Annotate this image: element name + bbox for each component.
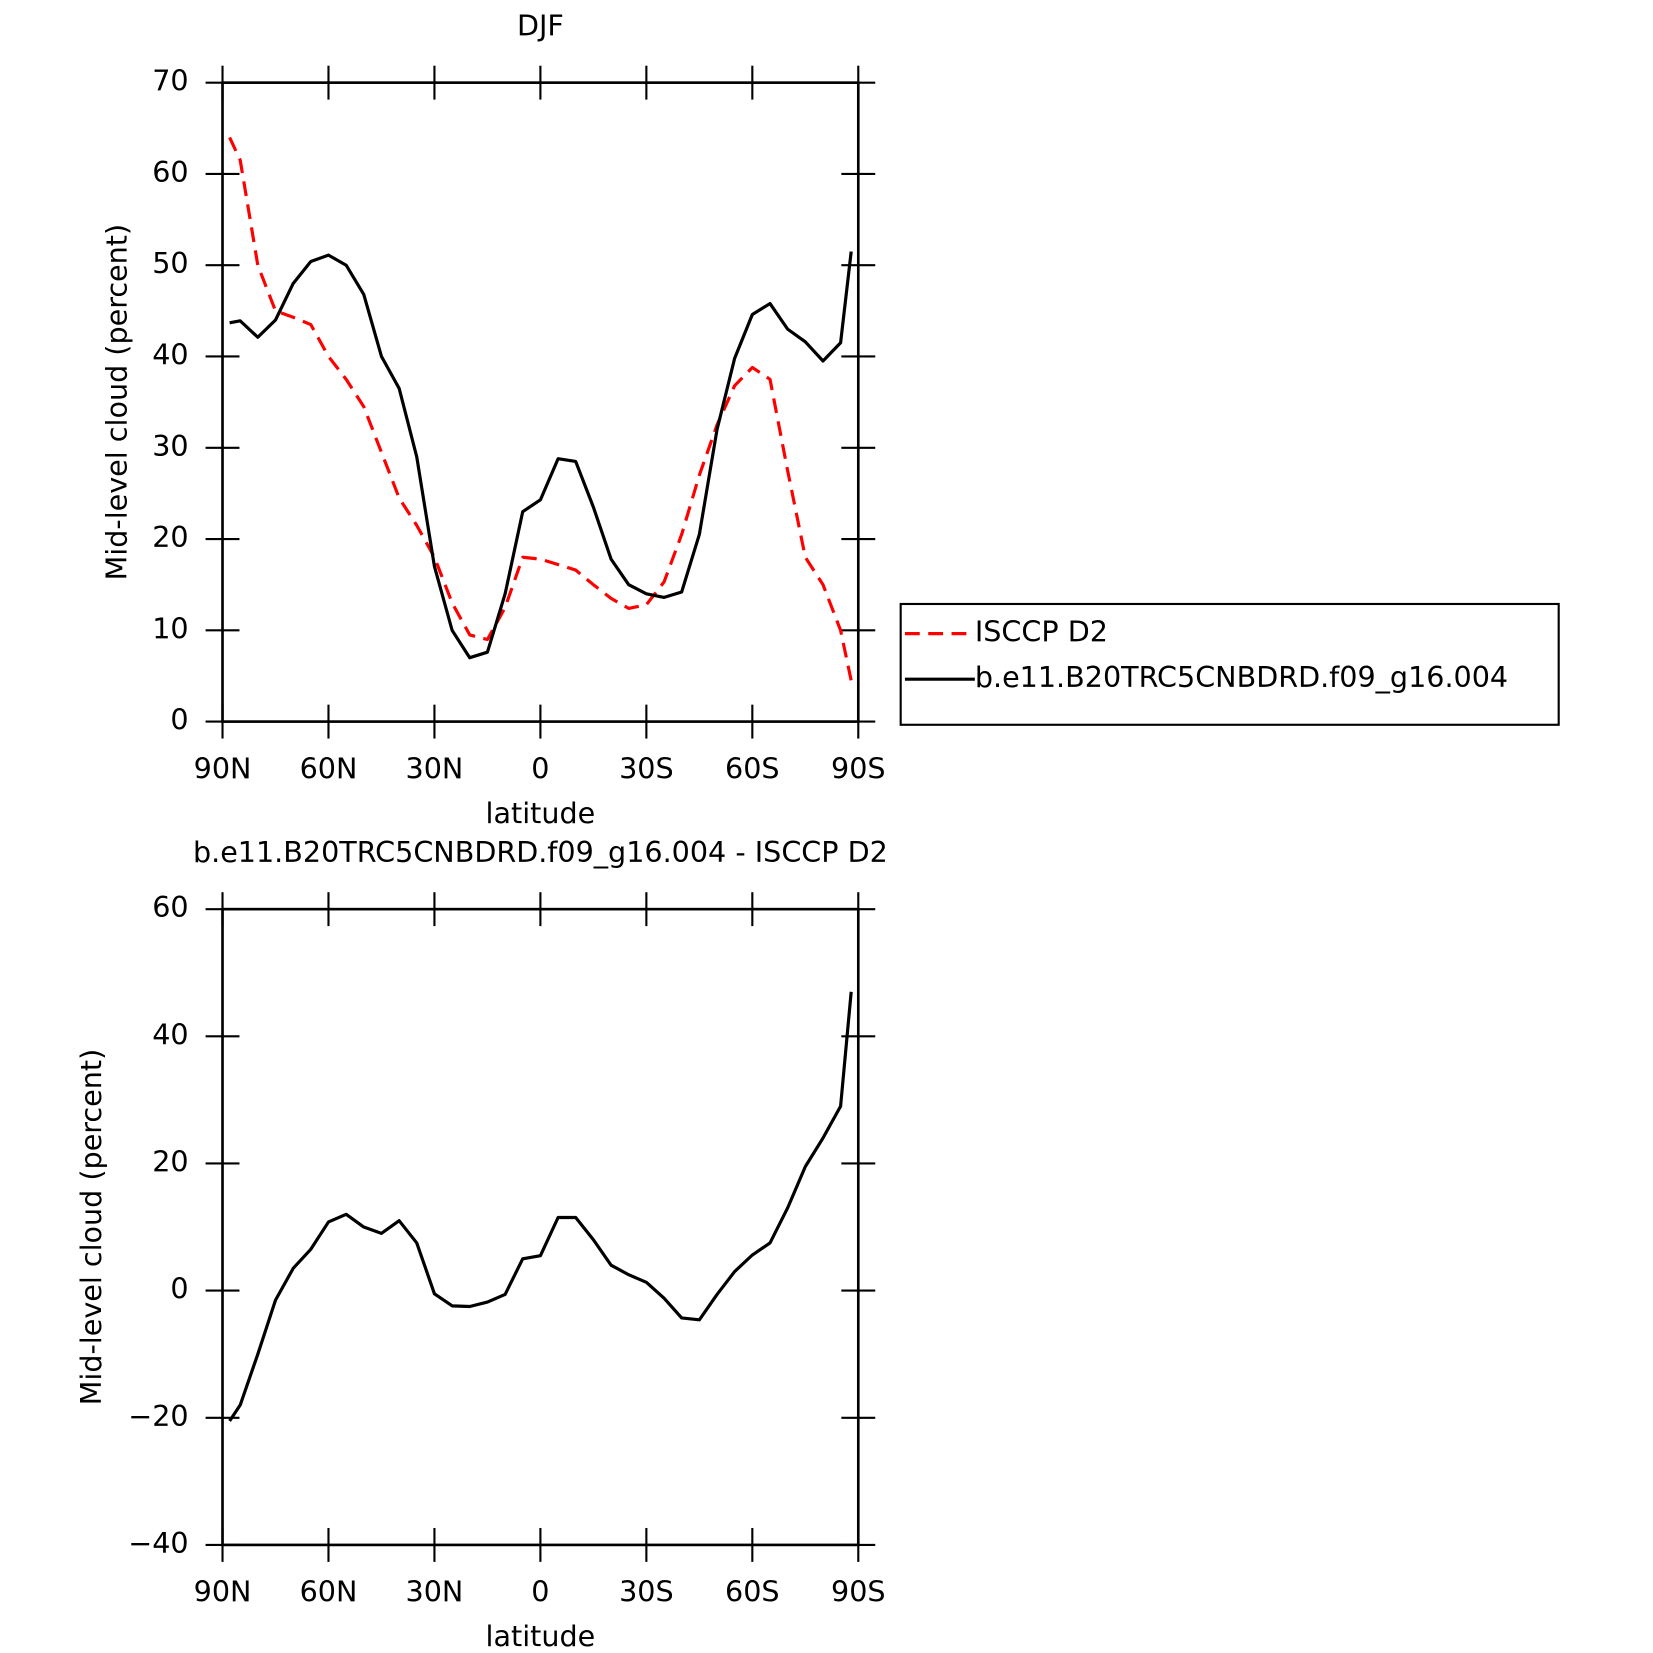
x-tick-label: 60S xyxy=(725,1575,780,1609)
x-tick-label: 90S xyxy=(831,751,886,785)
x-tick-label: 60N xyxy=(300,1575,358,1609)
y-tick-label: 20 xyxy=(152,1144,188,1178)
x-tick-label: 30S xyxy=(619,1575,674,1609)
data-line xyxy=(228,136,853,681)
plot-frame xyxy=(221,81,860,723)
chart-title: DJF xyxy=(517,9,564,43)
x-tick-label: 30N xyxy=(406,751,464,785)
y-tick-label: 60 xyxy=(152,890,188,924)
x-tick-label: 90N xyxy=(194,751,252,785)
x-tick-label: 90S xyxy=(831,1575,886,1609)
y-tick-label: 40 xyxy=(152,1017,188,1051)
x-tick-label: 0 xyxy=(531,751,549,785)
data-line xyxy=(228,991,853,1422)
y-tick-label: 10 xyxy=(152,611,188,645)
y-tick-label: 0 xyxy=(170,703,188,737)
x-axis-label: latitude xyxy=(486,1619,596,1653)
x-tick-label: 60N xyxy=(300,751,358,785)
y-tick-label: 20 xyxy=(152,520,188,554)
y-tick-label: 40 xyxy=(152,337,188,371)
y-tick-label: 50 xyxy=(152,246,188,280)
x-tick-label: 90N xyxy=(194,1575,252,1609)
x-axis-label: latitude xyxy=(486,796,596,830)
y-axis-label: Mid-level cloud (percent) xyxy=(100,224,134,581)
x-tick-label: 30N xyxy=(406,1575,464,1609)
legend-box xyxy=(899,602,1560,726)
y-tick-label: 30 xyxy=(152,429,188,463)
y-axis-label: Mid-level cloud (percent) xyxy=(74,1049,108,1406)
legend-label: ISCCP D2 xyxy=(975,615,1108,649)
x-tick-label: 60S xyxy=(725,751,780,785)
y-tick-label: 60 xyxy=(152,155,188,189)
y-tick-label: 0 xyxy=(170,1272,188,1306)
y-tick-label: −40 xyxy=(128,1526,188,1560)
x-tick-label: 0 xyxy=(531,1575,549,1609)
data-line xyxy=(229,251,853,660)
y-tick-label: −20 xyxy=(128,1399,188,1433)
legend-label: b.e11.B20TRC5CNBDRD.f09_g16.004 xyxy=(975,660,1508,694)
y-tick-label: 70 xyxy=(152,64,188,98)
plot-frame xyxy=(221,907,860,1547)
chart-title: b.e11.B20TRC5CNBDRD.f09_g16.004 - ISCCP … xyxy=(193,835,888,869)
x-tick-label: 30S xyxy=(619,751,674,785)
